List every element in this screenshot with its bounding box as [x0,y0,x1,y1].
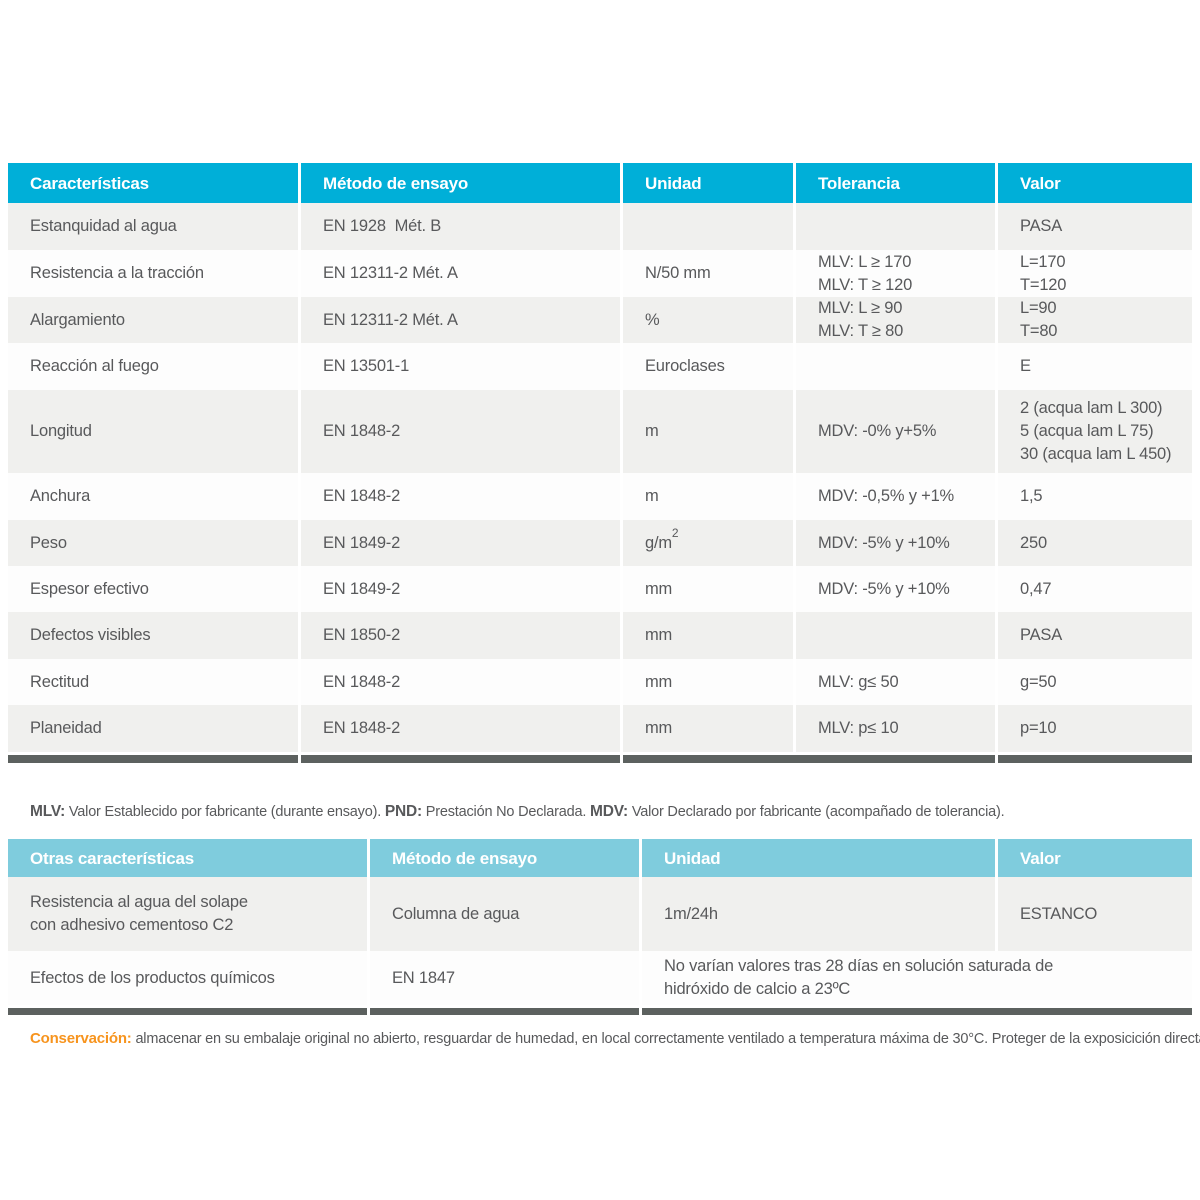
table-bottom-border [8,755,1192,763]
cell-metodo: EN 1849-2 [301,566,620,612]
cell-metodo: Columna de agua [370,877,639,951]
cell-unidad: g/m2 [623,520,793,566]
cell-tolerancia: MDV: -0,5% y +1% [796,473,995,520]
cell-caracteristica: Espesor efectivo [8,566,298,612]
cell-metodo: EN 13501-1 [301,343,620,390]
abbreviation-legend: MLV: Valor Establecido por fabricante (d… [30,803,1005,820]
cell-caracteristica: Rectitud [8,659,298,705]
cell-tolerancia [796,343,995,390]
cell-unidad: Euroclases [623,343,793,390]
cell-tolerancia: MLV: L ≥ 170 MLV: T ≥ 120 [796,250,995,297]
cell-metodo: EN 1847 [370,951,639,1005]
table-bottom-border [8,1008,1192,1015]
table-row: Planeidad EN 1848-2 mm MLV: p≤ 10 p=10 [8,705,1192,752]
datasheet-page: Características Método de ensayo Unidad … [8,0,1200,1047]
table-header-row: Características Método de ensayo Unidad … [8,163,1192,203]
column-header-metodo: Método de ensayo [370,839,639,877]
column-header-otras-caracteristicas: Otras características [8,839,367,877]
table-row: Espesor efectivo EN 1849-2 mm MDV: -5% y… [8,566,1192,612]
cell-valor: ESTANCO [998,877,1192,951]
cell-tolerancia: MDV: -0% y+5% [796,390,995,473]
cell-valor: p=10 [998,705,1192,752]
table-row: Estanquidad al agua EN 1928 Mét. B PASA [8,203,1192,250]
table-row: Rectitud EN 1848-2 mm MLV: g≤ 50 g=50 [8,659,1192,705]
cell-unidad: mm [623,705,793,752]
cell-unidad: % [623,297,793,343]
cell-valor: 2 (acqua lam L 300) 5 (acqua lam L 75) 3… [998,390,1192,473]
cell-unidad: 1m/24h [642,877,995,951]
cell-unidad: mm [623,612,793,659]
column-header-metodo: Método de ensayo [301,163,620,203]
cell-unidad: N/50 mm [623,250,793,297]
cell-valor-span: No varían valores tras 28 días en soluci… [642,951,1192,1005]
cell-caracteristica: Resistencia al agua del solape con adhes… [8,877,367,951]
cell-tolerancia: MDV: -5% y +10% [796,566,995,612]
column-header-unidad: Unidad [623,163,793,203]
column-header-valor: Valor [998,839,1192,877]
cell-tolerancia [796,203,995,250]
cell-metodo: EN 1848-2 [301,473,620,520]
legend-mlv-label: MLV: [30,803,66,820]
cell-caracteristica: Efectos de los productos químicos [8,951,367,1005]
legend-mdv-label: MDV: [590,803,628,820]
cell-metodo: EN 1848-2 [301,390,620,473]
cell-valor: L=170 T=120 [998,250,1192,297]
cell-valor: 1,5 [998,473,1192,520]
cell-caracteristica: Reacción al fuego [8,343,298,390]
table-row: Efectos de los productos químicos EN 184… [8,951,1192,1005]
cell-tolerancia [796,612,995,659]
column-header-caracteristicas: Características [8,163,298,203]
cell-tolerancia: MDV: -5% y +10% [796,520,995,566]
cell-unidad [623,203,793,250]
cell-caracteristica: Estanquidad al agua [8,203,298,250]
cell-metodo: EN 1848-2 [301,659,620,705]
table-header-row: Otras características Método de ensayo U… [8,839,1192,877]
other-characteristics-table: Otras características Método de ensayo U… [8,839,1192,1015]
superscript: 2 [671,526,679,540]
table-row: Resistencia a la tracción EN 12311-2 Mét… [8,250,1192,297]
cell-caracteristica: Peso [8,520,298,566]
column-header-tolerancia: Tolerancia [796,163,995,203]
cell-caracteristica: Defectos visibles [8,612,298,659]
cell-unidad: mm [623,566,793,612]
cell-caracteristica: Alargamiento [8,297,298,343]
column-header-valor: Valor [998,163,1192,203]
cell-metodo: EN 1849-2 [301,520,620,566]
cell-unidad: mm [623,659,793,705]
cell-caracteristica: Resistencia a la tracción [8,250,298,297]
table-row: Alargamiento EN 12311-2 Mét. A % MLV: L … [8,297,1192,343]
legend-pnd-label: PND: [384,803,422,820]
cell-unidad: m [623,390,793,473]
cell-valor: L=90 T=80 [998,297,1192,343]
cell-valor: 0,47 [998,566,1192,612]
table-row: Anchura EN 1848-2 m MDV: -0,5% y +1% 1,5 [8,473,1192,520]
table-row: Longitud EN 1848-2 m MDV: -0% y+5% 2 (ac… [8,390,1192,473]
cell-tolerancia: MLV: g≤ 50 [796,659,995,705]
conservation-label: Conservación: [30,1030,132,1047]
cell-tolerancia: MLV: L ≥ 90 MLV: T ≥ 80 [796,297,995,343]
table-row: Reacción al fuego EN 13501-1 Euroclases … [8,343,1192,390]
cell-metodo: EN 12311-2 Mét. A [301,250,620,297]
cell-unidad: m [623,473,793,520]
cell-valor: PASA [998,203,1192,250]
cell-metodo: EN 1850-2 [301,612,620,659]
conservation-note: Conservación: almacenar en su embalaje o… [30,1030,1200,1047]
table-row: Resistencia al agua del solape con adhes… [8,877,1192,951]
column-header-unidad: Unidad [642,839,995,877]
cell-metodo: EN 1848-2 [301,705,620,752]
cell-valor: PASA [998,612,1192,659]
cell-valor: g=50 [998,659,1192,705]
cell-metodo: EN 12311-2 Mét. A [301,297,620,343]
cell-caracteristica: Planeidad [8,705,298,752]
cell-metodo: EN 1928 Mét. B [301,203,620,250]
characteristics-table: Características Método de ensayo Unidad … [8,163,1192,763]
cell-caracteristica: Longitud [8,390,298,473]
table-row: Peso EN 1849-2 g/m2 MDV: -5% y +10% 250 [8,520,1192,566]
cell-valor: E [998,343,1192,390]
cell-valor: 250 [998,520,1192,566]
table-row: Defectos visibles EN 1850-2 mm PASA [8,612,1192,659]
cell-caracteristica: Anchura [8,473,298,520]
cell-tolerancia: MLV: p≤ 10 [796,705,995,752]
